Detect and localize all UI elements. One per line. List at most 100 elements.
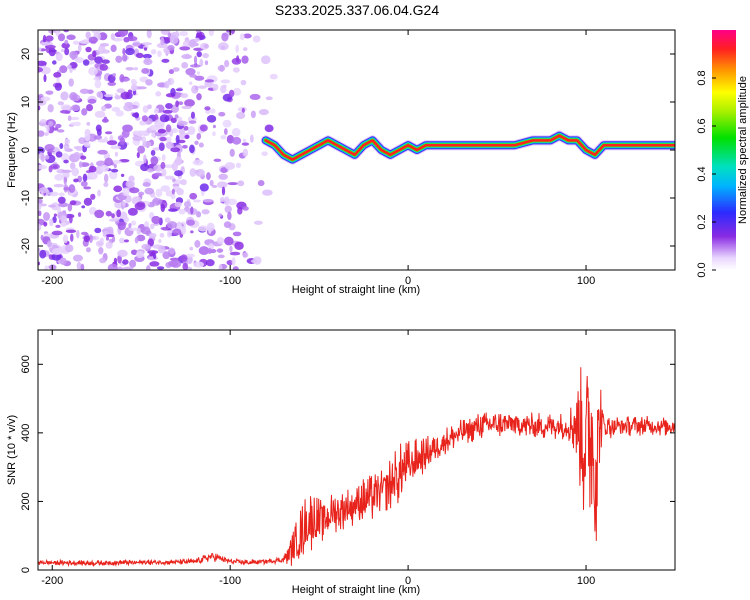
noise-blob — [53, 127, 59, 131]
noise-blob — [188, 81, 193, 85]
noise-blob — [141, 115, 148, 122]
noise-blob — [64, 138, 71, 145]
noise-blob — [150, 156, 159, 166]
noise-blob — [179, 31, 189, 37]
noise-blob — [192, 159, 204, 166]
noise-blob — [172, 67, 180, 72]
noise-blob — [216, 181, 228, 189]
noise-blob — [100, 164, 110, 173]
noise-blob — [231, 257, 236, 266]
noise-blob — [111, 213, 115, 219]
noise-blob — [116, 266, 124, 270]
noise-blob — [113, 185, 123, 193]
noise-blob — [38, 210, 42, 217]
noise-blob — [167, 44, 175, 51]
noise-blob — [199, 124, 208, 132]
noise-blob — [212, 83, 219, 91]
spectrogram-ytick-label: 10 — [20, 96, 32, 108]
noise-blob — [189, 74, 198, 78]
noise-blob — [180, 254, 188, 262]
noise-blob — [57, 196, 66, 204]
noise-blob — [40, 119, 47, 123]
noise-blob — [151, 215, 161, 224]
noise-blob — [220, 167, 228, 174]
noise-blob — [223, 196, 230, 206]
noise-blob — [227, 198, 238, 206]
noise-blob — [44, 44, 56, 50]
noise-blob — [224, 205, 232, 213]
noise-blob — [135, 52, 144, 59]
noise-blob — [205, 109, 211, 115]
noise-blob — [151, 133, 156, 138]
colorbar-gradient — [712, 30, 736, 270]
noise-blob — [113, 163, 117, 169]
noise-blob — [122, 48, 126, 55]
noise-blob — [199, 58, 204, 67]
noise-blob — [120, 173, 125, 177]
noise-blob — [168, 69, 175, 75]
noise-blob — [183, 125, 189, 131]
noise-blob — [73, 121, 81, 127]
noise-blob — [190, 230, 194, 234]
noise-blob — [60, 49, 65, 53]
noise-blob — [77, 212, 82, 217]
noise-blob — [164, 37, 172, 42]
noise-blob — [242, 138, 247, 143]
noise-blob — [118, 158, 130, 163]
noise-blob — [122, 259, 129, 265]
noise-blob — [38, 198, 43, 204]
noise-blob — [67, 203, 73, 212]
noise-blob — [164, 136, 172, 143]
noise-blob — [142, 53, 152, 59]
noise-blob — [147, 104, 152, 110]
noise-blob — [65, 110, 71, 114]
noise-blob — [198, 246, 210, 255]
noise-blob — [38, 223, 42, 231]
noise-blob — [209, 179, 214, 187]
noise-blob — [48, 165, 53, 173]
noise-blob — [70, 104, 81, 112]
noise-blob — [93, 77, 100, 81]
noise-blob — [264, 124, 274, 133]
noise-blob — [175, 88, 183, 92]
noise-blob — [252, 35, 261, 43]
noise-blob — [91, 235, 100, 241]
noise-blob — [97, 189, 101, 197]
noise-blob — [175, 30, 180, 38]
noise-blob — [160, 37, 165, 46]
noise-blob — [242, 148, 249, 157]
spectrogram-ytick-label: -20 — [20, 238, 32, 254]
noise-blob — [198, 142, 204, 148]
noise-blob — [83, 197, 93, 206]
noise-blob — [94, 110, 106, 118]
noise-blob — [38, 146, 45, 155]
noise-blob — [232, 87, 242, 96]
noise-blob — [63, 159, 69, 164]
noise-blob — [132, 130, 141, 136]
noise-blob — [52, 60, 57, 65]
noise-blob — [64, 39, 69, 45]
noise-blob — [73, 151, 81, 161]
noise-blob — [99, 42, 110, 47]
noise-blob — [200, 42, 209, 50]
noise-blob — [116, 88, 125, 94]
noise-blob — [185, 253, 195, 258]
noise-blob — [218, 264, 223, 270]
noise-blob — [136, 234, 146, 242]
noise-blob — [221, 186, 226, 196]
noise-blob — [43, 233, 52, 237]
noise-blob — [108, 218, 118, 222]
noise-blob — [77, 43, 82, 53]
noise-blob — [76, 229, 80, 239]
noise-blob — [232, 67, 240, 73]
noise-blob — [160, 226, 169, 231]
noise-blob — [99, 257, 107, 264]
noise-blob — [143, 47, 148, 51]
noise-blob — [241, 142, 250, 146]
noise-blob — [170, 88, 176, 97]
noise-blob — [162, 109, 173, 114]
noise-blob — [161, 58, 170, 63]
colorbar: 0.0 0.2 0.4 0.6 0.8 Normalized spectral ampl… — [696, 30, 749, 278]
noise-blob — [220, 135, 227, 140]
